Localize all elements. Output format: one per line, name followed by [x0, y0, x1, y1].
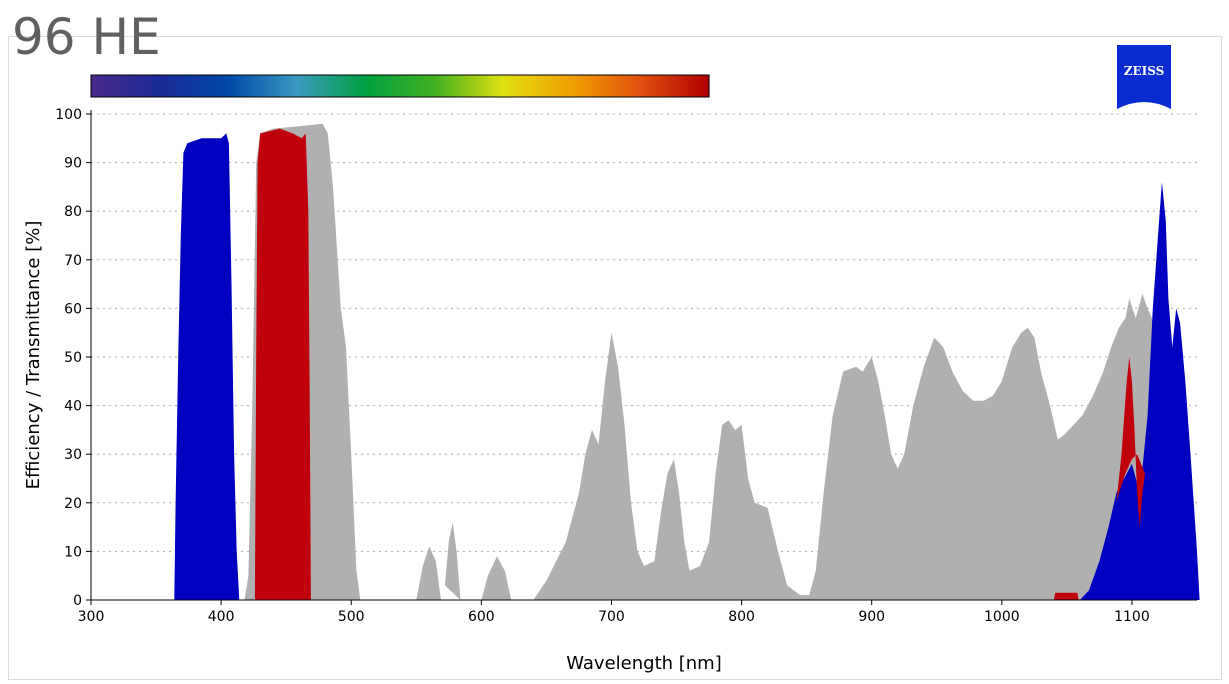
- y-tick-label: 80: [64, 204, 82, 220]
- y-tick-label: 60: [64, 301, 82, 317]
- y-tick-label: 30: [64, 447, 82, 463]
- y-axis-label: Efficiency / Transmittance [%]: [23, 221, 44, 490]
- x-tick-label: 900: [858, 609, 885, 625]
- zeiss-logo-shape: [1117, 45, 1171, 109]
- emission-curve-2: [1116, 357, 1145, 528]
- emission-curve-1: [1053, 592, 1079, 600]
- dichroic-curve-1: [416, 546, 441, 600]
- dichroic-curve-3: [481, 556, 512, 600]
- y-tick-label: 100: [55, 107, 82, 123]
- x-tick-label: 1000: [984, 609, 1020, 625]
- x-tick-label: 500: [338, 609, 365, 625]
- excitation-curve-1: [1079, 182, 1200, 600]
- x-tick-label: 300: [78, 609, 105, 625]
- y-tick-label: 50: [64, 350, 82, 366]
- y-tick-label: 0: [73, 593, 82, 609]
- x-axis-label: Wavelength [nm]: [566, 653, 722, 674]
- emission-curve-0: [254, 128, 311, 600]
- chart-panel: 300 400 500 600 700 800 900 1000 1100 0 10 20 30 40 50…: [8, 36, 1222, 680]
- excitation-curve-0: [174, 133, 240, 600]
- dichroic-curve-4: [533, 293, 1192, 600]
- series-layer: [174, 123, 1200, 600]
- y-tick-label: 20: [64, 496, 82, 512]
- y-tick-label: 90: [64, 156, 82, 172]
- y-tick-label: 70: [64, 253, 82, 269]
- y-tick-label: 10: [64, 544, 82, 560]
- grid-lines: [91, 113, 1197, 552]
- spectrum-chart: 300 400 500 600 700 800 900 1000 1100 0 10 20 30 40 50…: [23, 45, 1200, 674]
- y-tick-label: 40: [64, 399, 82, 415]
- x-tick-label: 800: [728, 609, 755, 625]
- x-tick-label: 1100: [1114, 609, 1150, 625]
- x-tick-label: 700: [598, 609, 625, 625]
- page-title: 96 HE: [12, 8, 161, 66]
- spectrum-bar: [90, 74, 710, 98]
- x-tick-label: 400: [208, 609, 235, 625]
- x-tick-label: 600: [468, 609, 495, 625]
- zeiss-logo-text: ZEISS: [1124, 64, 1165, 78]
- dichroic-curve-2: [444, 522, 461, 600]
- zeiss-logo: ZEISS: [1117, 45, 1171, 109]
- axes: 300 400 500 600 700 800 900 1000 1100 0 10 20 30 40 50…: [55, 107, 1197, 625]
